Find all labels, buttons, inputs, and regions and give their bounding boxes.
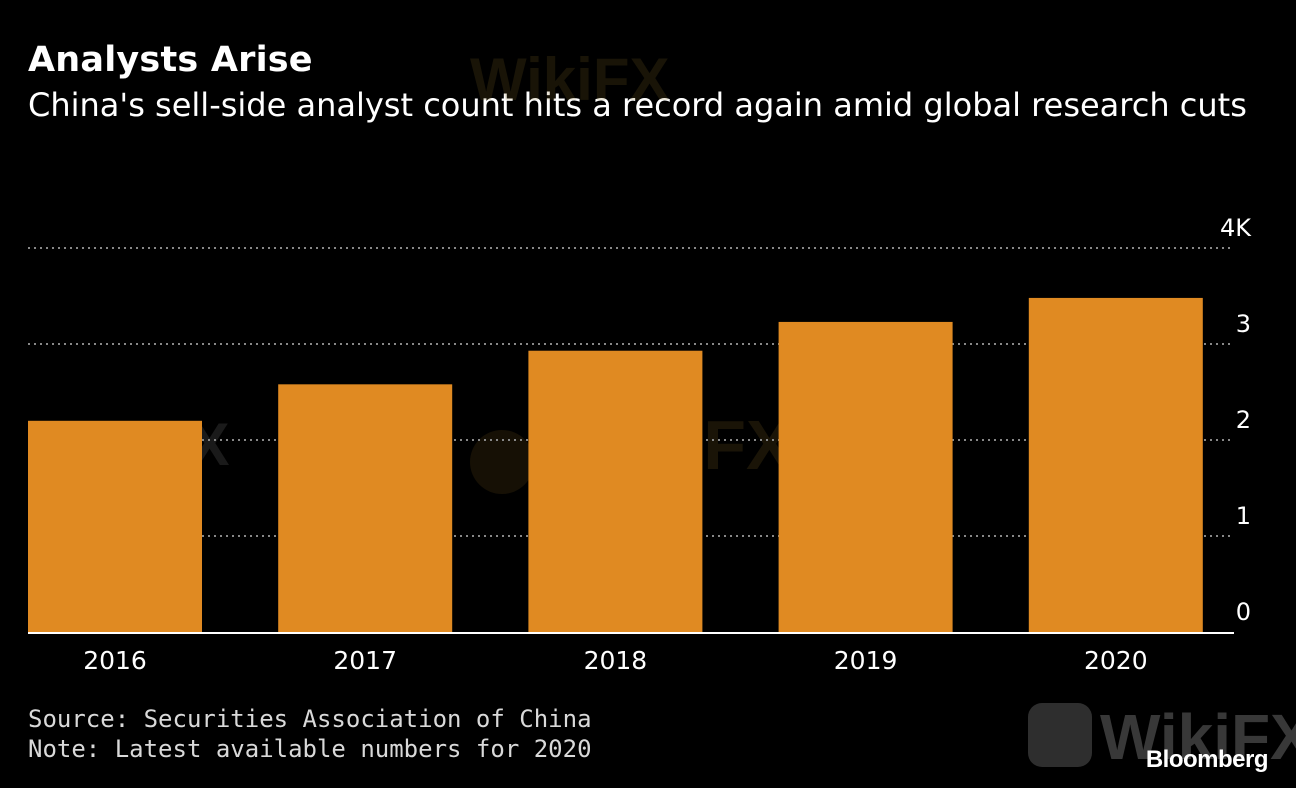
chart-subtitle: China's sell-side analyst count hits a r…	[28, 86, 1247, 124]
bar-2020	[1028, 297, 1203, 632]
bars	[28, 297, 1203, 632]
y-tick-label: 2	[1236, 406, 1251, 434]
y-tick-label: 3	[1236, 310, 1251, 338]
axes: 0 1 2 3 4K 2016 2017 2018 2019 2020	[28, 214, 1252, 675]
x-tick-label: 2016	[83, 646, 147, 675]
bloomberg-logo: Bloomberg	[1145, 746, 1269, 773]
bar-2017	[278, 384, 453, 632]
bar-2018	[528, 350, 703, 632]
footnote: Note: Latest available numbers for 2020	[28, 735, 592, 763]
x-tick-label: 2017	[333, 646, 397, 675]
x-tick-label: 2020	[1084, 646, 1148, 675]
y-tick-label: 0	[1236, 598, 1251, 626]
watermark-logo-icon	[1028, 703, 1092, 767]
y-tick-label: 4K	[1220, 214, 1252, 242]
source-note: Source: Securities Association of China	[28, 705, 592, 733]
chart-title: Analysts Arise	[28, 40, 313, 80]
x-tick-label: 2018	[584, 646, 648, 675]
bar-2019	[778, 321, 953, 632]
y-tick-label: 1	[1236, 502, 1251, 530]
x-tick-label: 2019	[834, 646, 898, 675]
bar-2016	[28, 420, 202, 632]
